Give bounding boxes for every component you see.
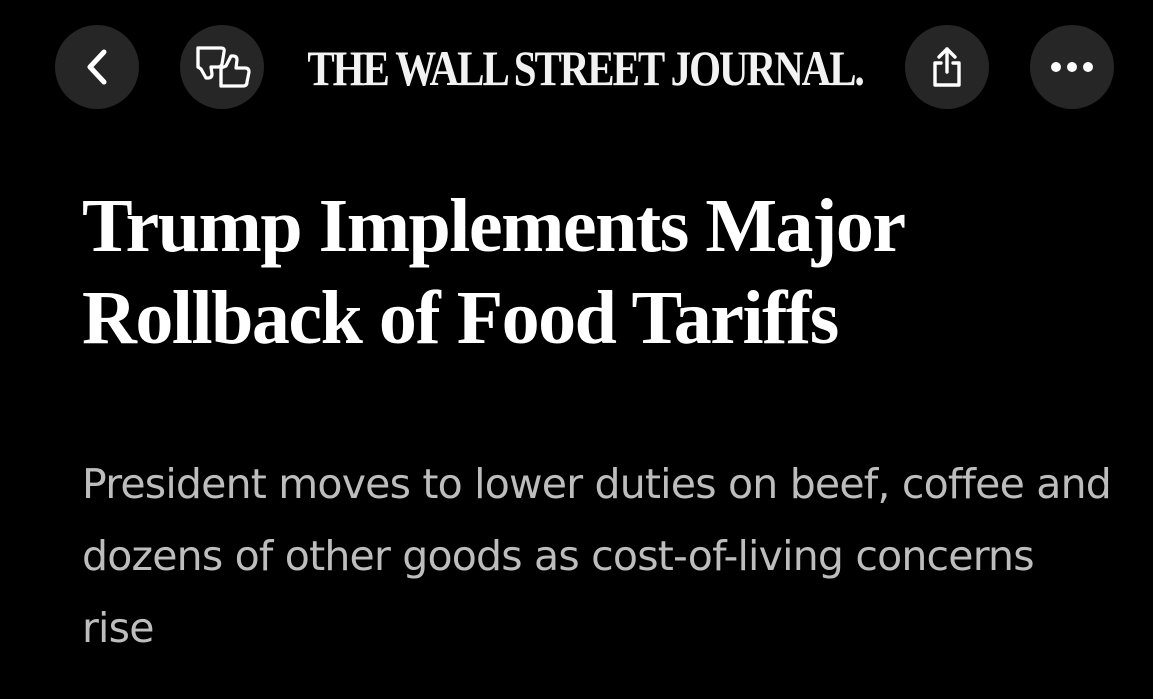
article-dek: President moves to lower duties on beef,…: [82, 460, 1112, 652]
more-options-button[interactable]: [1030, 25, 1114, 109]
feedback-button[interactable]: [180, 25, 264, 109]
masthead-logo: THE WALL STREET JOURNAL.: [307, 40, 864, 96]
more-horizontal-icon: [1050, 61, 1094, 73]
back-button[interactable]: [55, 25, 139, 109]
chevron-left-icon: [82, 47, 112, 87]
share-button[interactable]: [905, 25, 989, 109]
top-navigation-bar: THE WALL STREET JOURNAL.: [0, 0, 1153, 135]
share-icon: [927, 45, 967, 89]
thumbs-up-down-icon: [191, 42, 253, 92]
article-headline: Trump Implements Major Rollback of Food …: [82, 184, 905, 360]
